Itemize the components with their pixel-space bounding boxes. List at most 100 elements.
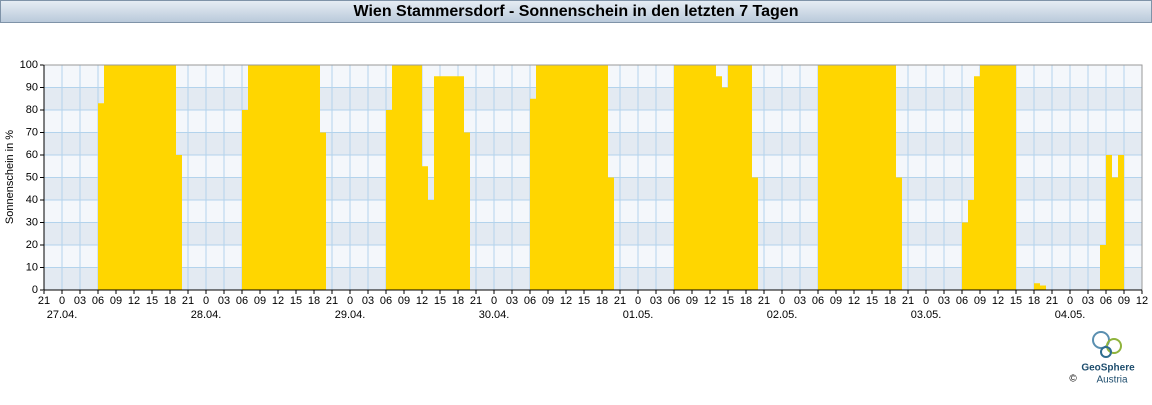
bar — [98, 103, 104, 290]
bar — [308, 65, 314, 290]
x-tick-label: 12 — [560, 295, 572, 307]
bar — [866, 65, 872, 290]
x-tick-label: 21 — [1046, 295, 1058, 307]
bar — [704, 65, 710, 290]
y-tick-label: 10 — [26, 261, 38, 273]
bar — [464, 132, 470, 290]
bar — [962, 222, 968, 290]
x-tick-label: 21 — [182, 295, 194, 307]
x-tick-label: 06 — [668, 295, 680, 307]
bar — [584, 65, 590, 290]
x-tick-label: 12 — [272, 295, 284, 307]
bar — [1100, 245, 1106, 290]
bar — [692, 65, 698, 290]
bar — [578, 65, 584, 290]
x-tick-label: 15 — [290, 295, 302, 307]
bar — [572, 65, 578, 290]
bar — [824, 65, 830, 290]
y-tick-label: 60 — [26, 149, 38, 161]
x-tick-label: 06 — [380, 295, 392, 307]
x-tick-label: 15 — [866, 295, 878, 307]
bar — [872, 65, 878, 290]
x-tick-label: 0 — [203, 295, 209, 307]
date-label: 03.05. — [911, 309, 942, 321]
bar — [536, 65, 542, 290]
x-tick-label: 0 — [635, 295, 641, 307]
x-tick-label: 21 — [326, 295, 338, 307]
bar — [848, 65, 854, 290]
bar — [146, 65, 152, 290]
logo-name: GeoSphere — [1081, 363, 1135, 374]
bar — [458, 76, 464, 290]
bar — [284, 65, 290, 290]
bar — [116, 65, 122, 290]
x-tick-label: 21 — [902, 295, 914, 307]
y-tick-label: 70 — [26, 126, 38, 138]
bar — [542, 65, 548, 290]
x-tick-label: 21 — [38, 295, 50, 307]
date-label: 02.05. — [767, 309, 798, 321]
x-tick-label: 0 — [59, 295, 65, 307]
x-tick-label: 18 — [164, 295, 176, 307]
bar — [590, 65, 596, 290]
x-tick-label: 18 — [740, 295, 752, 307]
bar — [686, 65, 692, 290]
bar — [1010, 65, 1016, 290]
bar — [746, 65, 752, 290]
bar — [608, 177, 614, 290]
x-tick-label: 12 — [848, 295, 860, 307]
bar — [272, 65, 278, 290]
bar — [884, 65, 890, 290]
date-label: 01.05. — [623, 309, 654, 321]
bar — [680, 65, 686, 290]
bar — [1040, 285, 1046, 290]
bar — [752, 177, 758, 290]
x-tick-label: 06 — [92, 295, 104, 307]
x-tick-label: 09 — [974, 295, 986, 307]
bar — [278, 65, 284, 290]
x-tick-label: 21 — [470, 295, 482, 307]
bar — [890, 65, 896, 290]
bar — [158, 65, 164, 290]
bar — [302, 65, 308, 290]
date-label: 27.04. — [47, 309, 78, 321]
bar — [1106, 155, 1112, 290]
bar — [602, 65, 608, 290]
bar — [830, 65, 836, 290]
copyright: © — [1069, 374, 1077, 385]
x-tick-label: 0 — [1067, 295, 1073, 307]
x-tick-label: 06 — [812, 295, 824, 307]
x-tick-label: 15 — [146, 295, 158, 307]
x-tick-label: 0 — [347, 295, 353, 307]
x-tick-label: 21 — [614, 295, 626, 307]
logo: GeoSphere Austria © — [1069, 331, 1135, 386]
bar — [314, 65, 320, 290]
bar — [1034, 283, 1040, 290]
bar — [560, 65, 566, 290]
bar — [554, 65, 560, 290]
bar — [266, 65, 272, 290]
bar — [296, 65, 302, 290]
x-tick-label: 03 — [794, 295, 806, 307]
y-tick-label: 0 — [32, 284, 38, 296]
x-tick-label: 03 — [650, 295, 662, 307]
bar — [716, 76, 722, 290]
bar — [728, 65, 734, 290]
chart-title: Wien Stammersdorf - Sonnenschein in den … — [354, 3, 799, 20]
x-tick-label: 09 — [542, 295, 554, 307]
y-tick-label: 80 — [26, 104, 38, 116]
logo-sub: Austria — [1096, 375, 1128, 386]
bar — [152, 65, 158, 290]
bar — [386, 110, 392, 290]
bar — [596, 65, 602, 290]
x-tick-label: 12 — [416, 295, 428, 307]
x-tick-label: 09 — [110, 295, 122, 307]
bar — [878, 65, 884, 290]
bar — [710, 65, 716, 290]
bar — [452, 76, 458, 290]
y-tick-label: 30 — [26, 216, 38, 228]
bar — [170, 65, 176, 290]
x-tick-label: 09 — [398, 295, 410, 307]
x-tick-label: 09 — [1118, 295, 1130, 307]
